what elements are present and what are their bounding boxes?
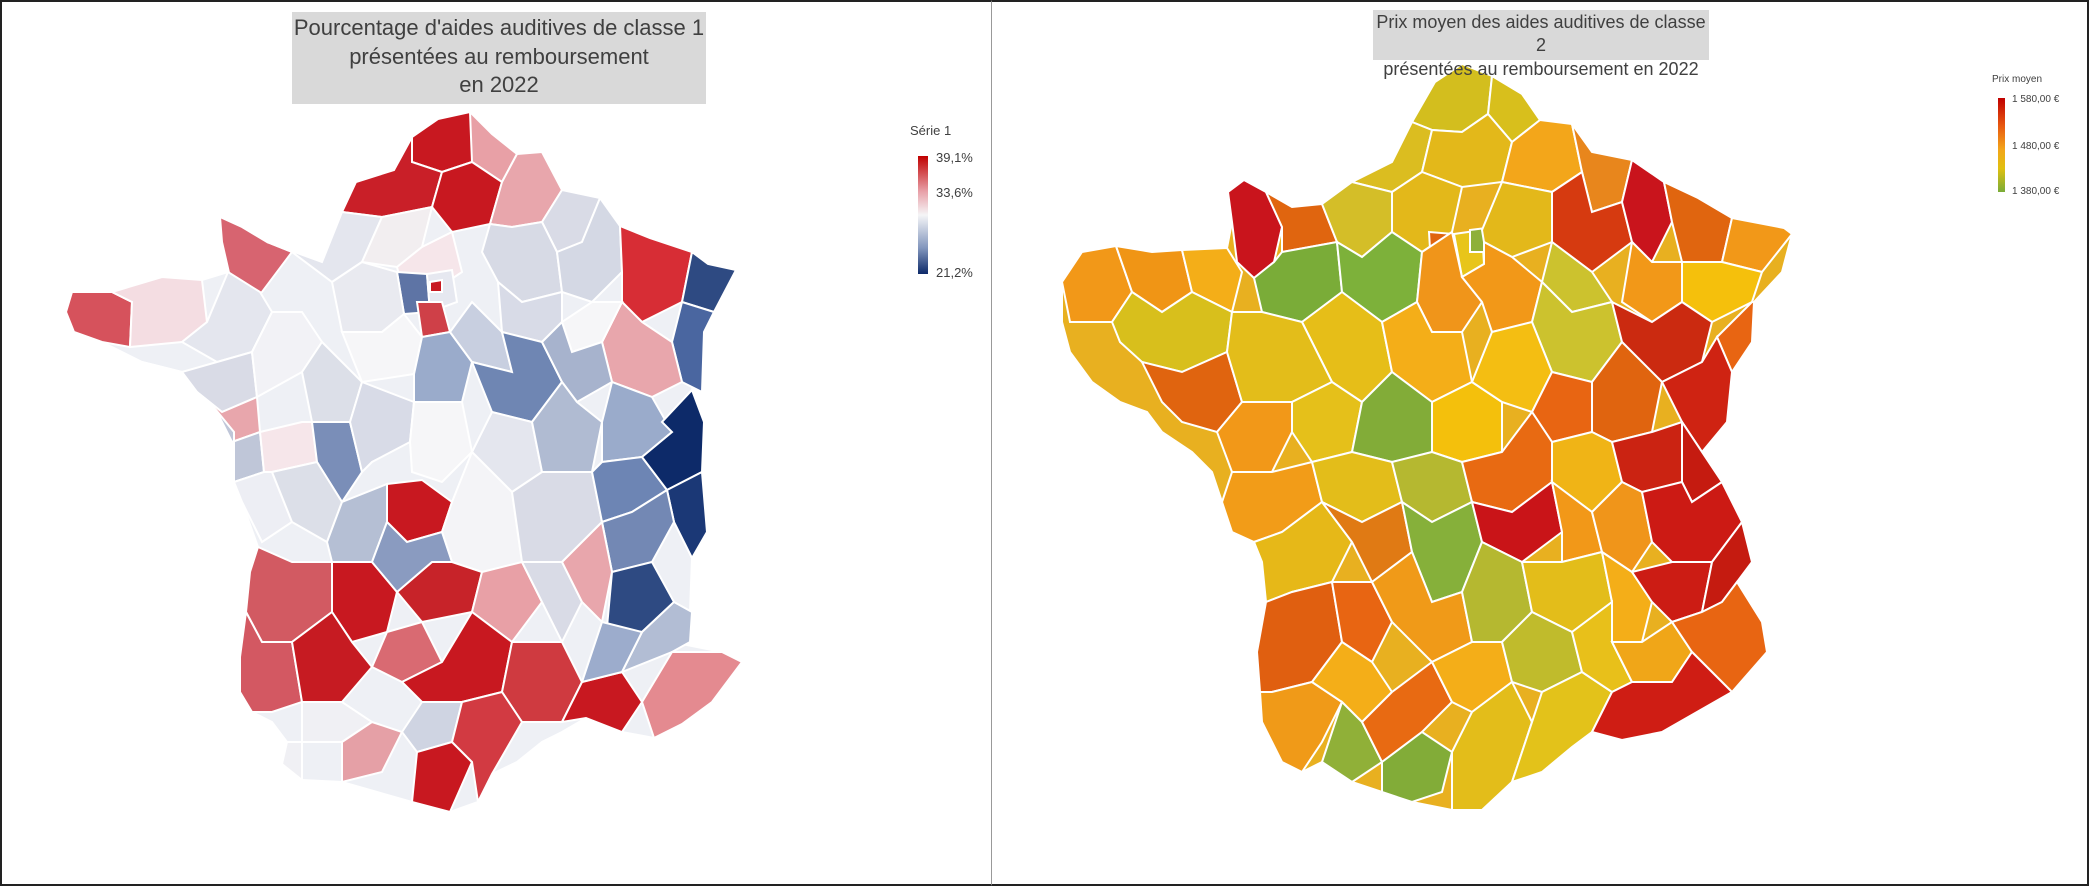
left-legend-min-label: 21,2% (936, 265, 973, 280)
departement-shapes (1060, 62, 1794, 811)
right-legend-title: Prix moyen (1992, 74, 2043, 85)
right-map-panel: Prix moyen des aides auditives de classe… (991, 0, 2089, 886)
left-legend-mid-label: 33,6% (936, 185, 973, 200)
left-title-line-2: présentées au remboursement (349, 43, 649, 69)
left-legend-max-label: 39,1% (936, 150, 973, 165)
left-map-title: Pourcentage d'aides auditives de classe … (292, 12, 706, 104)
right-legend-min-label: 1 380,00 € (2012, 186, 2060, 197)
left-title-line-1: Pourcentage d'aides auditives de classe … (293, 15, 705, 40)
right-legend-max-label: 1 580,00 € (2012, 94, 2060, 105)
left-title-line-3: en 2022 (459, 72, 539, 98)
left-legend-title: Série 1 (910, 123, 952, 138)
right-title-line-2: présentées au remboursement en 2022 (1383, 58, 1699, 79)
left-map-panel: Pourcentage d'aides auditives de classe … (0, 0, 993, 886)
left-legend-color-scale (918, 156, 928, 274)
right-map-title: Prix moyen des aides auditives de classe… (1373, 10, 1709, 79)
left-choropleth-map (64, 109, 744, 814)
right-choropleth-map (1060, 62, 1794, 811)
right-legend-color-scale (1998, 98, 2005, 192)
departement-shapes (64, 109, 744, 814)
right-legend-mid-label: 1 480,00 € (2012, 141, 2060, 152)
right-title-line-1: Prix moyen des aides auditives de classe… (1376, 12, 1706, 56)
